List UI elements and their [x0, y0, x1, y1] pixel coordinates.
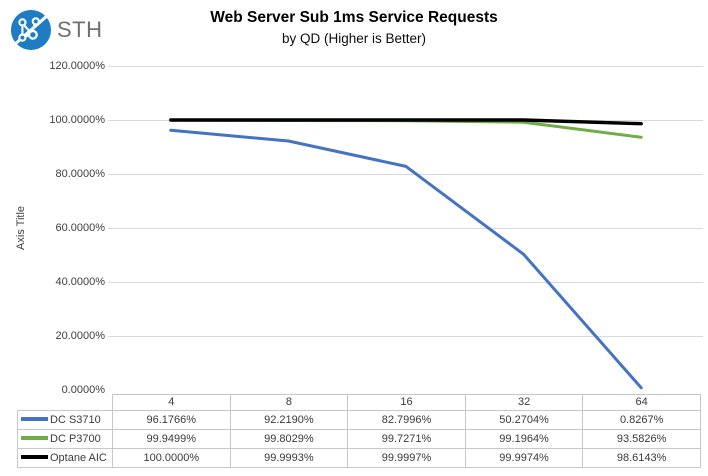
chart-subtitle: by QD (Higher is Better)	[281, 31, 427, 46]
y-axis-tick-label: 100.0000%	[49, 114, 105, 126]
chart-title: Web Server Sub 1ms Service Requests	[210, 9, 498, 26]
table-value-cell: 99.9974%	[464, 448, 584, 468]
table-row: Optane AIC 100.0000% 99.9993% 99.9997% 99.99…	[17, 448, 701, 468]
table-value-cell: 96.1766%	[112, 410, 231, 430]
sth-logo-icon	[10, 9, 52, 51]
table-value-cell: 50.2704%	[464, 410, 584, 430]
table-value-cell: 93.5826%	[582, 429, 701, 449]
y-axis-tick-label: 80.0000%	[55, 168, 105, 180]
series-line-optane-aic	[169, 118, 643, 126]
legend-cell: Optane AIC	[17, 448, 113, 468]
legend-line-swatch	[21, 416, 48, 421]
table-value-cell: 99.9499%	[112, 429, 231, 449]
y-axis-tick-label: 120.0000%	[49, 60, 105, 72]
table-value-cell: 99.9997%	[347, 448, 466, 468]
table-value-cell: 92.2190%	[229, 410, 349, 430]
x-axis-category-label: 4	[112, 394, 231, 411]
table-value-cell: 99.9993%	[229, 448, 349, 468]
x-axis-category-label: 32	[464, 394, 584, 411]
table-value-cell: 0.8267%	[582, 410, 701, 430]
table-row: DC P3700 99.9499% 99.8029% 99.7271% 99.1964%…	[17, 429, 701, 449]
legend-series-label: Optane AIC	[50, 451, 107, 464]
y-axis-tick-label: 0.0000%	[61, 384, 105, 396]
table-header-row: 4 8 16 32 64	[18, 394, 701, 411]
series-line-dc-p3700	[169, 118, 643, 139]
table-value-cell: 99.1964%	[464, 429, 584, 449]
y-axis-tick-label: 60.0000%	[55, 222, 105, 234]
x-axis-category-label: 16	[347, 394, 466, 411]
x-axis-category-label: 8	[229, 394, 349, 411]
sth-logo-text: STH	[57, 17, 103, 42]
data-table: 4 8 16 32 64 DC S3710 96.1766% 92.2190% 82.7996%…	[17, 394, 701, 468]
y-axis-tick-label: 40.0000%	[55, 276, 105, 288]
table-value-cell: 99.8029%	[229, 429, 349, 449]
table-row: DC S3710 96.1766% 92.2190% 82.7996% 50.2704%…	[17, 410, 701, 430]
table-value-cell: 82.7996%	[347, 410, 466, 430]
table-blank-cell	[18, 395, 113, 411]
table-value-cell: 98.6143%	[582, 448, 701, 468]
sth-logo: STH	[10, 9, 103, 51]
legend-cell: DC S3710	[17, 410, 113, 430]
x-axis-category-label: 64	[582, 394, 701, 411]
legend-line-swatch	[21, 454, 48, 459]
table-value-cell: 99.7271%	[347, 429, 466, 449]
table-value-cell: 100.0000%	[112, 448, 231, 468]
series-line-dc-s3710	[169, 128, 643, 390]
legend-cell: DC P3700	[17, 429, 113, 449]
legend-series-label: DC S3710	[50, 413, 101, 426]
y-axis-tick-label: 20.0000%	[55, 330, 105, 342]
legend-line-swatch	[21, 435, 48, 440]
legend-series-label: DC P3700	[50, 432, 101, 445]
